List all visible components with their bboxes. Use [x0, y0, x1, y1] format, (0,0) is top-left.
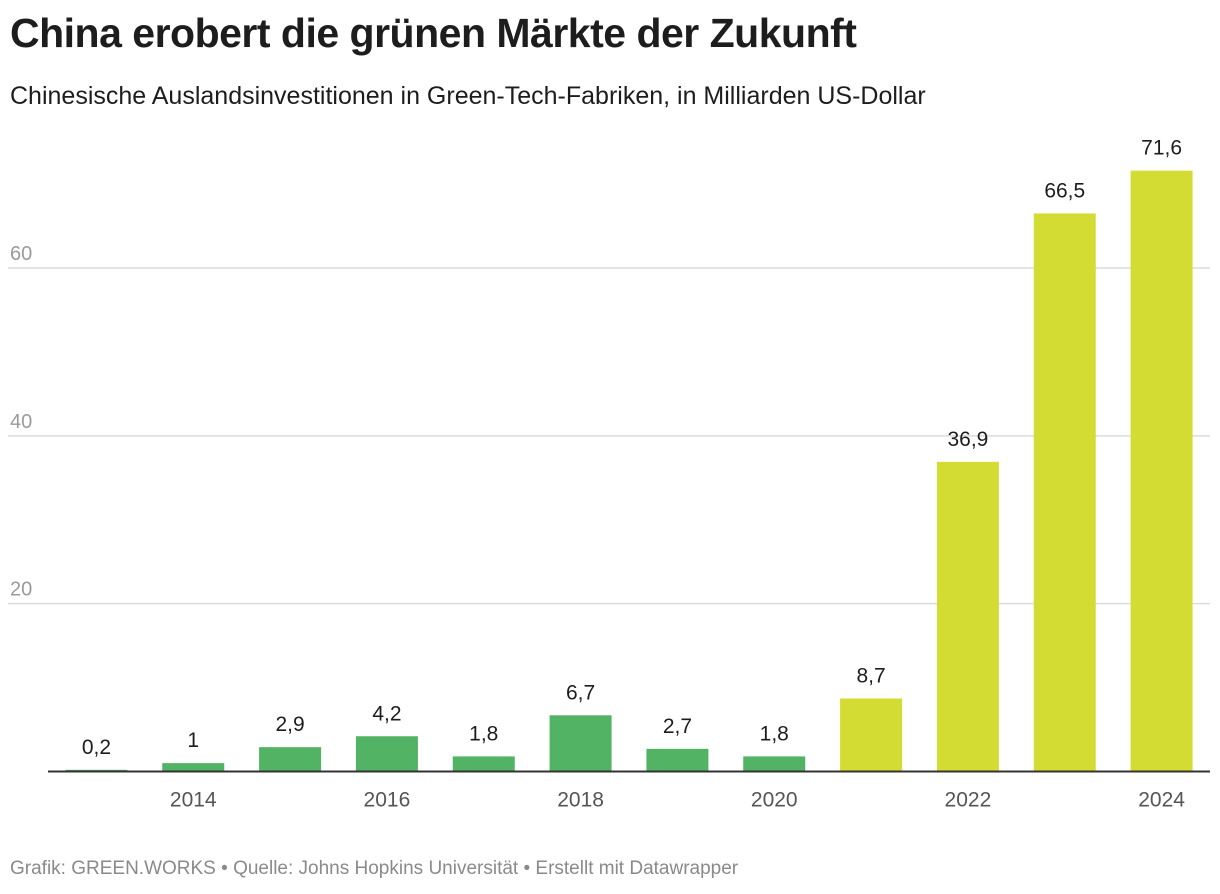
y-tick-label-20: 20 [10, 579, 32, 601]
x-tick-label-2018: 2018 [557, 789, 604, 812]
value-label-2021: 8,7 [856, 664, 885, 687]
chart-title: China erobert die grünen Märkte der Zuku… [10, 10, 857, 56]
value-label-2024: 71,6 [1141, 137, 1182, 160]
bar-2016 [355, 736, 418, 772]
value-label-2018: 6,7 [566, 681, 595, 704]
y-tick-label-40: 40 [10, 411, 32, 433]
bars-layer [65, 170, 1193, 772]
x-tick-label-2024: 2024 [1138, 789, 1185, 812]
y-tick-label-60: 60 [10, 243, 32, 265]
x-tick-label-2022: 2022 [945, 789, 992, 812]
x-tick-label-2014: 2014 [170, 789, 217, 812]
value-label-2020: 1,8 [760, 722, 789, 745]
bar-2015 [259, 747, 322, 772]
chart-subtitle: Chinesische Auslandsinvestitionen in Gre… [10, 82, 926, 110]
source-credit: Grafik: GREEN.WORKS • Quelle: Johns Hopk… [10, 858, 739, 879]
bar-2019 [646, 748, 709, 772]
x-tick-label-2016: 2016 [364, 789, 411, 812]
value-label-2016: 4,2 [372, 702, 401, 725]
bar-2022 [936, 461, 999, 772]
x-tick-label-2020: 2020 [751, 789, 798, 812]
value-label-2017: 1,8 [469, 722, 498, 745]
value-label-2015: 2,9 [275, 713, 304, 736]
bar-2021 [840, 698, 903, 772]
x-axis-layer: 2014 2016 2018 2020 2022 2024 [48, 770, 1210, 812]
value-label-2023: 66,5 [1044, 179, 1085, 202]
bar-2018 [549, 715, 612, 772]
value-label-2019: 2,7 [663, 715, 692, 738]
bar-2014 [162, 763, 225, 772]
value-label-2022: 36,9 [947, 428, 988, 451]
bar-2017 [452, 756, 515, 772]
value-label-2013: 0,2 [82, 736, 111, 759]
bar-2020 [743, 756, 806, 772]
value-labels-layer: 0,2 1 2,9 4,2 1,8 6,7 2,7 1,8 8,7 36,9 66,5 71,6 [82, 137, 1182, 759]
grid-layer: 20 40 60 [8, 243, 1210, 605]
value-label-2014: 1 [187, 729, 199, 752]
bar-2024 [1130, 170, 1193, 772]
bar-2023 [1033, 213, 1096, 772]
